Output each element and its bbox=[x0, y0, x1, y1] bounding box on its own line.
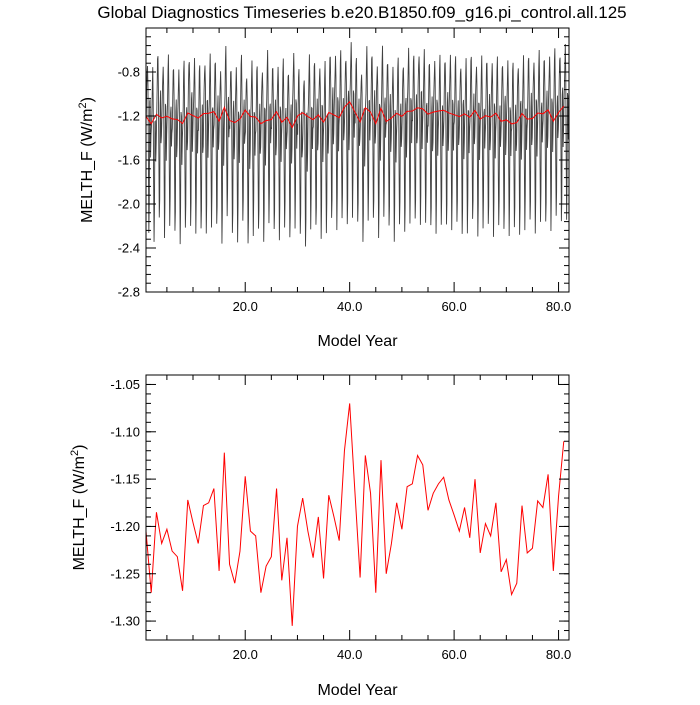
annual-mean-series-line bbox=[145, 403, 565, 626]
annual-mean-series-line bbox=[145, 100, 565, 129]
plot-frame bbox=[145, 374, 570, 641]
y-tick-label: -1.15 bbox=[110, 472, 140, 487]
x-tick-label: 40.0 bbox=[337, 299, 362, 314]
y-tick-label: -1.25 bbox=[110, 566, 140, 581]
bottom-panel: 20.0 40.0 60.0 80.0 -1.30 -1.25 -1.20 -1.15 -1.1… bbox=[69, 374, 571, 699]
y-tick-label: -2.0 bbox=[118, 197, 140, 212]
y-axis-label-superscript: 2 bbox=[77, 102, 89, 108]
y-axis-label-close: ) bbox=[79, 97, 96, 102]
y-tick-label: -0.8 bbox=[118, 65, 140, 80]
x-tick-label: 20.0 bbox=[233, 299, 258, 314]
x-tick-label: 60.0 bbox=[441, 299, 466, 314]
x-tick-label: 40.0 bbox=[337, 647, 362, 662]
y-axis-label-close: ) bbox=[71, 445, 88, 450]
x-tick-label: 80.0 bbox=[546, 647, 571, 662]
y-axis-label: MELTH_F (W/m2) bbox=[77, 97, 96, 223]
y-axis-label: MELTH_F (W/m2) bbox=[69, 445, 88, 571]
y-tick-label: -1.20 bbox=[110, 519, 140, 534]
y-tick-label: -1.6 bbox=[118, 153, 140, 168]
y-axis-label-superscript: 2 bbox=[69, 450, 81, 456]
monthly-series-line bbox=[145, 42, 570, 247]
y-tick-label: -2.4 bbox=[118, 241, 140, 256]
x-tick-label: 20.0 bbox=[233, 647, 258, 662]
y-tick-label: -1.30 bbox=[110, 614, 140, 629]
x-axis-label: Model Year bbox=[317, 333, 398, 350]
y-tick-label: -1.05 bbox=[110, 377, 140, 392]
x-axis-label: Model Year bbox=[317, 682, 398, 699]
top-panel: 20.0 40.0 60.0 80.0 -2.8 -2.4 -2.0 -1.6 -1.2 -0.8… bbox=[77, 27, 571, 350]
y-tick-label: -2.8 bbox=[118, 285, 140, 300]
y-tick-label: -1.2 bbox=[118, 109, 140, 124]
y-axis-label-main: MELTH_F (W/m bbox=[71, 456, 88, 570]
y-tick-label: -1.10 bbox=[110, 424, 140, 439]
x-tick-label: 60.0 bbox=[441, 647, 466, 662]
y-axis-label-main: MELTH_F (W/m bbox=[79, 109, 96, 223]
chart-title: Global Diagnostics Timeseries b.e20.B185… bbox=[97, 3, 626, 22]
x-tick-label: 80.0 bbox=[546, 299, 571, 314]
